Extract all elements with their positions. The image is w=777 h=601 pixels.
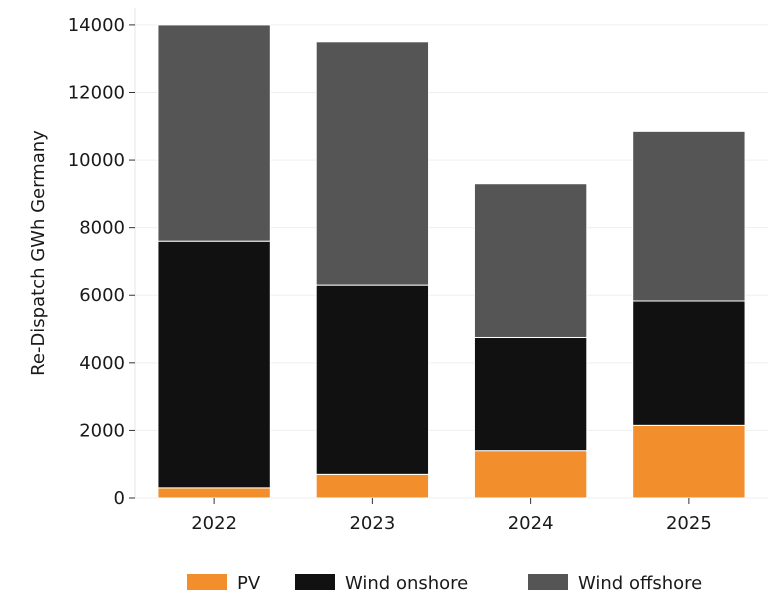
bar-segment-wind-onshore-2023 — [315, 284, 430, 475]
legend: PV Wind onshore Wind offshore — [187, 573, 702, 594]
legend-label: Wind offshore — [578, 573, 702, 594]
legend-swatch-wind-onshore — [295, 574, 335, 590]
legend-label: Wind onshore — [345, 573, 468, 594]
bar-segment-wind-offshore-2022 — [157, 24, 271, 242]
x-tick-label: 2024 — [508, 513, 554, 534]
legend-label: PV — [237, 573, 261, 594]
y-tick-label: 10000 — [68, 150, 125, 171]
y-tick-label: 0 — [114, 488, 125, 509]
legend-swatch-pv — [187, 574, 227, 590]
bar-segment-pv-2022 — [157, 487, 271, 499]
y-tick-labels: 0 2000 4000 6000 8000 10000 12000 14000 — [68, 15, 135, 509]
bar-segment-pv-2025 — [632, 424, 746, 499]
bars — [157, 24, 746, 499]
y-axis-title: Re-Dispatch GWh Germany — [28, 130, 49, 376]
legend-swatch-wind-offshore — [528, 574, 568, 590]
y-tick-label: 12000 — [68, 82, 125, 103]
bar-segment-pv-2024 — [473, 450, 588, 499]
y-tick-label: 6000 — [79, 285, 125, 306]
bar-segment-wind-onshore-2025 — [632, 300, 746, 426]
y-tick-label: 2000 — [79, 420, 125, 441]
y-tick-label: 14000 — [68, 15, 125, 36]
bar-segment-wind-offshore-2023 — [315, 41, 430, 286]
x-tick-label: 2023 — [349, 513, 395, 534]
bar-segment-pv-2023 — [315, 473, 430, 499]
x-tick-label: 2025 — [666, 513, 712, 534]
y-tick-label: 8000 — [79, 218, 125, 239]
bar-segment-wind-offshore-2025 — [632, 130, 746, 302]
bar-segment-wind-onshore-2024 — [473, 336, 588, 452]
y-tick-label: 4000 — [79, 353, 125, 374]
x-tick-label: 2022 — [191, 513, 237, 534]
x-tick-labels: 2022 2023 2024 2025 — [191, 498, 712, 534]
bar-segment-wind-onshore-2022 — [157, 240, 271, 489]
bar-segment-wind-offshore-2024 — [473, 183, 588, 338]
